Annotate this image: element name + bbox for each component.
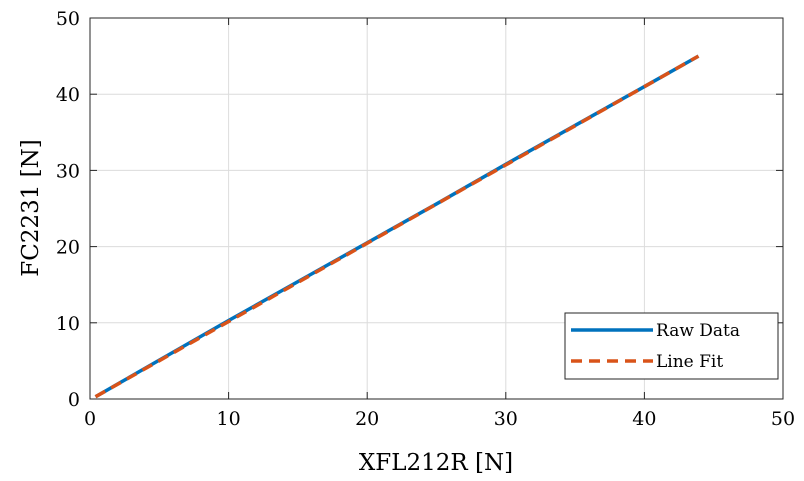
series-line-line-fit (94, 54, 700, 399)
y-axis-label: FC2231 [N] (18, 139, 44, 276)
y-tick-label: 30 (56, 160, 80, 182)
x-tick-label: 0 (84, 408, 96, 430)
y-tick-label: 10 (56, 313, 80, 335)
y-tick-label: 20 (56, 237, 80, 259)
x-tick-label: 20 (355, 408, 379, 430)
legend: Raw Data Line Fit (564, 312, 779, 380)
series-layer (94, 54, 700, 399)
grid (90, 18, 783, 399)
legend-label-raw-data: Raw Data (656, 321, 740, 341)
y-tick-label: 0 (68, 389, 80, 411)
x-tick-label: 10 (217, 408, 241, 430)
plot-frame (89, 17, 784, 400)
legend-label-line-fit: Line Fit (656, 352, 723, 372)
x-tick-label: 30 (494, 408, 518, 430)
x-tick-label: 40 (632, 408, 656, 430)
legend-box (564, 312, 779, 380)
x-axis-label: XFL212R [N] (359, 450, 513, 476)
y-tick-label: 50 (56, 8, 80, 30)
y-tick-label: 40 (56, 84, 80, 106)
ticks: 0 10 20 30 40 50 0 10 20 30 40 50 (56, 8, 795, 430)
x-tick-label: 50 (771, 408, 795, 430)
